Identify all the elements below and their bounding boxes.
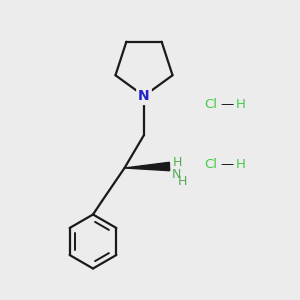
- Text: N: N: [138, 89, 150, 103]
- Text: H: H: [173, 156, 182, 170]
- Text: Cl: Cl: [204, 158, 217, 172]
- Text: H: H: [236, 158, 245, 172]
- Text: N: N: [172, 168, 181, 181]
- Text: —: —: [220, 158, 234, 172]
- Text: Cl: Cl: [204, 98, 217, 112]
- Text: H: H: [236, 98, 245, 112]
- Polygon shape: [124, 162, 170, 171]
- Text: —: —: [220, 98, 234, 112]
- Text: H: H: [178, 175, 187, 188]
